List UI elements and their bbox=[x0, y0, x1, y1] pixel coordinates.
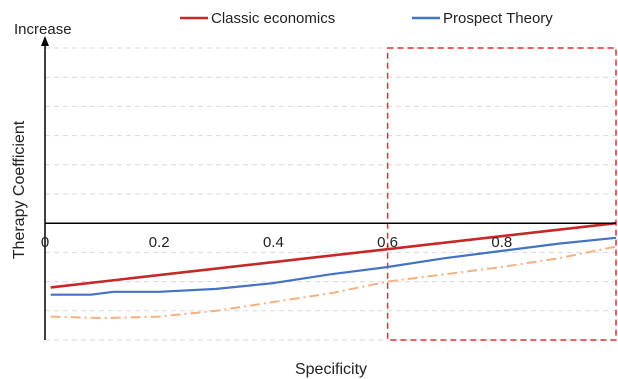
y-axis-label: Therapy Coefficient bbox=[11, 120, 28, 259]
legend-label-classic-economics: Classic economics bbox=[211, 10, 335, 27]
grid-lines bbox=[45, 47, 616, 341]
series-line-prospect-theory bbox=[50, 236, 617, 296]
y-axis-top-label: Increase bbox=[14, 21, 72, 38]
series-line-unlabeled bbox=[50, 245, 617, 320]
axes bbox=[41, 36, 616, 340]
highlight-region bbox=[386, 47, 617, 341]
x-tick-label: 0.8 bbox=[491, 234, 512, 251]
legend-label-prospect-theory: Prospect Theory bbox=[443, 10, 553, 27]
x-tick-label: 0.4 bbox=[263, 234, 284, 251]
highlight-box bbox=[386, 47, 617, 341]
x-tick-label: 0 bbox=[41, 234, 49, 251]
x-tick-label: 0.2 bbox=[149, 234, 170, 251]
y-axis-arrow-icon bbox=[41, 36, 49, 46]
legend: Classic economics Prospect Theory bbox=[180, 10, 553, 27]
x-tick-label: 0.6 bbox=[377, 234, 398, 251]
series-line-classic-economics bbox=[50, 221, 617, 289]
x-axis-label: Specificity bbox=[295, 361, 367, 378]
x-tick-labels: 0 0.2 0.4 0.6 0.8 bbox=[41, 234, 512, 251]
series-lines bbox=[50, 221, 617, 320]
